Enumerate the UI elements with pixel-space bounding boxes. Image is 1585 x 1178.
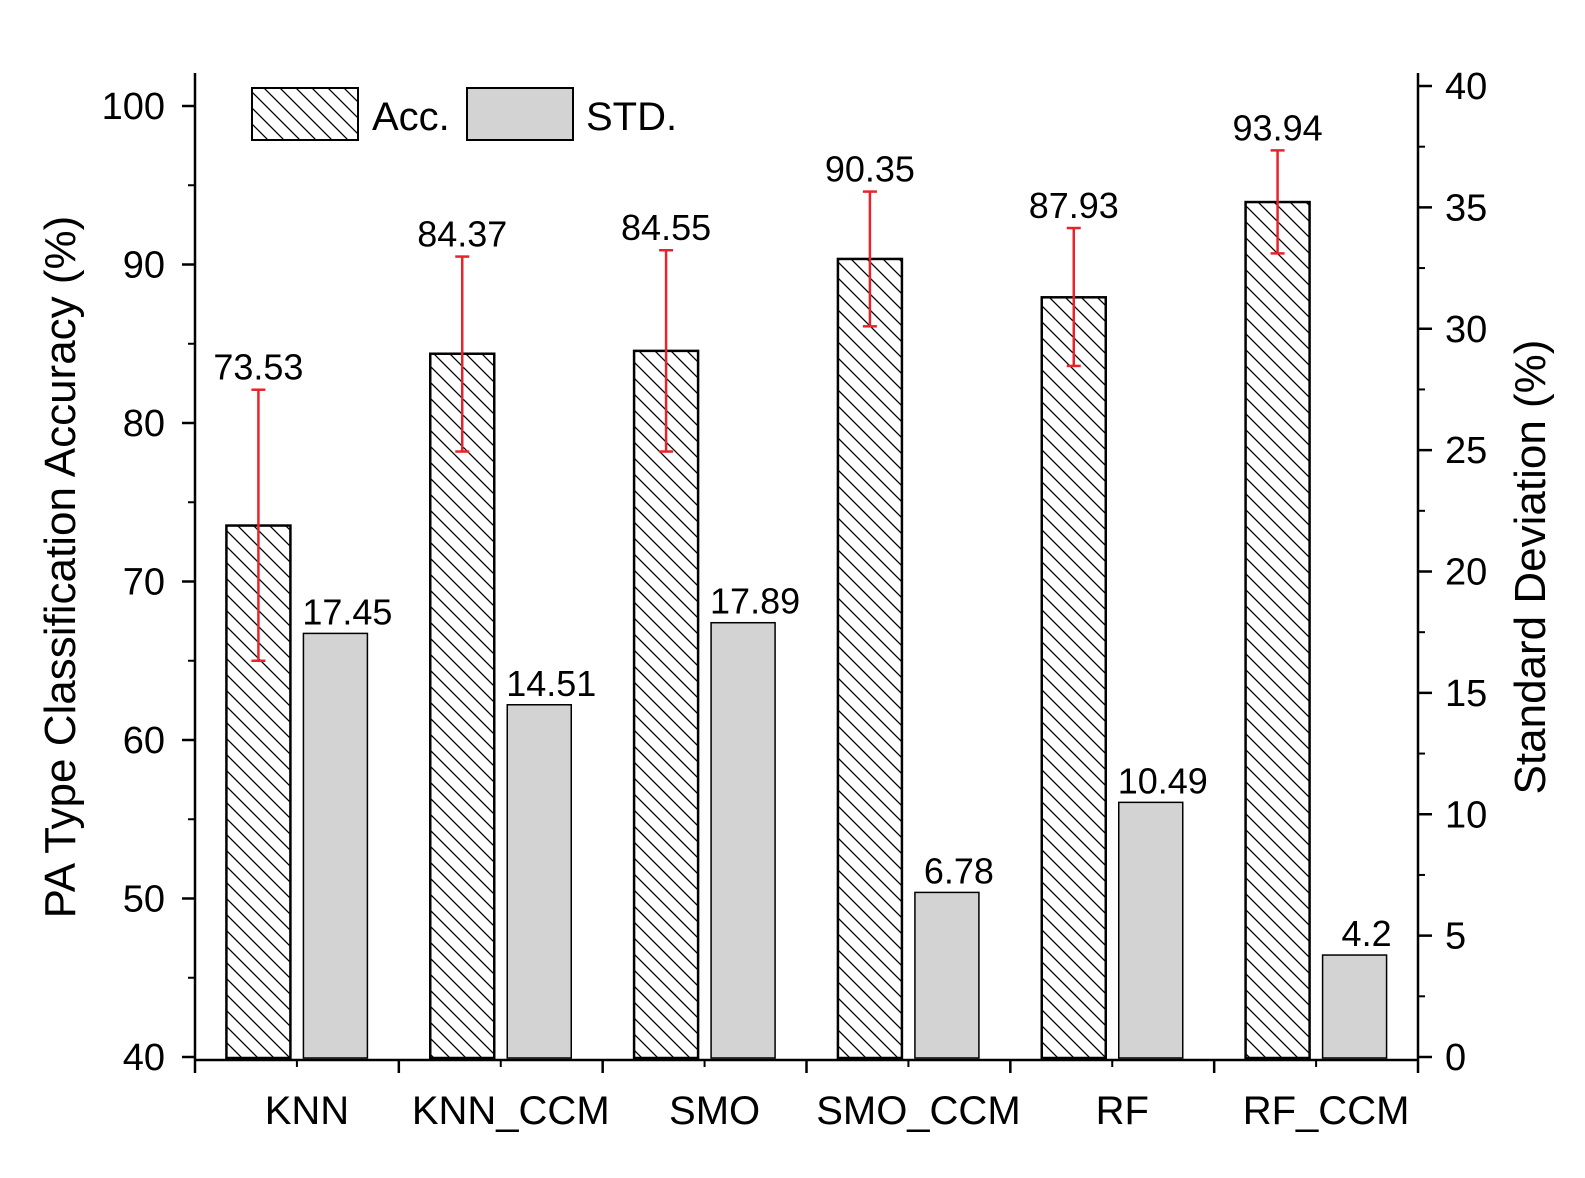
right-tick-label: 5 <box>1445 916 1466 958</box>
std-data-label: 6.78 <box>924 850 994 891</box>
category-label: RF <box>1096 1089 1149 1133</box>
std-bar <box>710 621 776 1059</box>
right-tick-label: 40 <box>1445 66 1487 108</box>
acc-data-label: 84.37 <box>417 214 507 255</box>
right-tick-label: 35 <box>1445 187 1487 229</box>
left-tick-label: 50 <box>123 879 165 921</box>
acc-bar <box>632 349 700 1060</box>
right-tick-label: 0 <box>1445 1037 1466 1079</box>
category-label: KNN_CCM <box>412 1089 610 1133</box>
legend-swatch-std <box>466 87 574 141</box>
std-data-label: 17.89 <box>710 581 800 622</box>
left-tick-label: 90 <box>123 245 165 287</box>
left-tick-label: 70 <box>123 562 165 604</box>
acc-bar <box>836 257 904 1060</box>
right-axis-title: Standard Deviation (%) <box>1506 340 1555 795</box>
std-bar <box>1321 954 1388 1059</box>
acc-bar <box>1244 200 1311 1060</box>
category-label: SMO <box>669 1089 760 1133</box>
legend-label-std: STD. <box>586 95 677 139</box>
std-bar <box>914 891 980 1059</box>
std-bar <box>1118 801 1184 1059</box>
std-bar <box>506 704 572 1059</box>
category-label: SMO_CCM <box>816 1089 1020 1133</box>
std-data-label: 17.45 <box>302 591 392 632</box>
left-tick-label: 60 <box>123 720 165 762</box>
category-label: RF_CCM <box>1243 1089 1410 1133</box>
std-data-label: 14.51 <box>506 663 596 704</box>
left-tick-label: 100 <box>102 86 165 128</box>
acc-data-label: 84.55 <box>621 207 711 248</box>
legend-swatch-acc <box>251 87 359 141</box>
right-tick-label: 10 <box>1445 794 1487 836</box>
std-data-label: 4.2 <box>1342 913 1392 954</box>
std-data-label: 10.49 <box>1118 760 1208 801</box>
legend-label-acc: Acc. <box>372 95 450 139</box>
category-label: KNN <box>265 1089 349 1133</box>
right-tick-label: 20 <box>1445 552 1487 594</box>
acc-data-label: 87.93 <box>1029 185 1119 226</box>
right-tick-label: 30 <box>1445 309 1487 351</box>
acc-data-label: 73.53 <box>213 347 303 388</box>
acc-bar <box>429 352 496 1060</box>
left-tick-label: 80 <box>123 403 165 445</box>
acc-data-label: 93.94 <box>1233 107 1323 148</box>
std-bar <box>302 632 369 1059</box>
right-tick-label: 15 <box>1445 673 1487 715</box>
right-tick-label: 25 <box>1445 430 1487 472</box>
left-axis-title: PA Type Classification Accuracy (%) <box>36 216 85 919</box>
legend: Acc. STD. <box>251 87 677 141</box>
acc-data-label: 90.35 <box>825 149 915 190</box>
left-tick-label: 40 <box>123 1037 165 1079</box>
acc-bar <box>1040 296 1107 1060</box>
